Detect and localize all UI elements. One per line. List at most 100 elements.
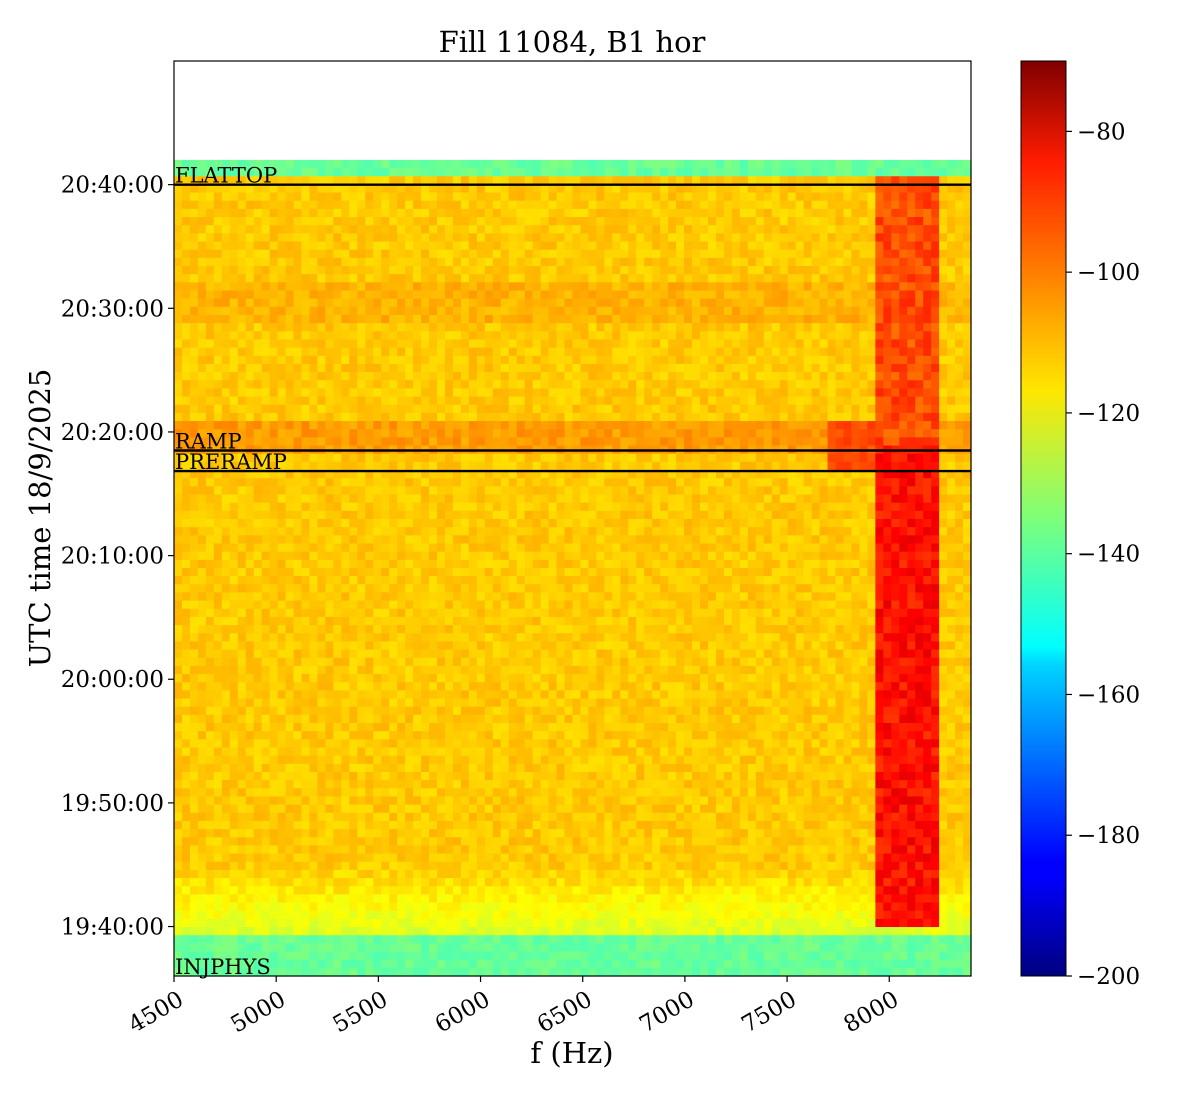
heatmap-cell [715, 527, 725, 536]
heatmap-cell [205, 461, 215, 471]
heatmap-cell [508, 551, 518, 561]
heatmap-cell [405, 372, 414, 381]
heatmap-cell [596, 502, 605, 512]
heatmap-cell [763, 290, 773, 300]
heatmap-cell [413, 535, 422, 545]
heatmap-cell [556, 437, 566, 447]
heatmap-cell [421, 347, 430, 357]
heatmap-cell [421, 249, 430, 259]
heatmap-cell [580, 470, 590, 479]
heatmap-cell [309, 233, 319, 243]
heatmap-cell [963, 502, 972, 512]
heatmap-cell [540, 527, 550, 536]
heatmap-cell [636, 339, 645, 349]
heatmap-cell [174, 339, 183, 349]
heatmap-cell [197, 257, 207, 267]
heatmap-cell [540, 306, 550, 316]
heatmap-cell [189, 290, 199, 300]
heatmap-cell [333, 502, 342, 512]
heatmap-cell [452, 404, 462, 414]
heatmap-cell [747, 412, 757, 422]
heatmap-cell [851, 396, 861, 406]
heatmap-cell [524, 347, 534, 357]
heatmap-cell [229, 453, 239, 463]
heatmap-cell [317, 339, 327, 349]
heatmap-cell [421, 176, 430, 185]
heatmap-cell [580, 298, 590, 308]
heatmap-cell [253, 168, 263, 177]
heatmap-cell [851, 404, 861, 414]
heatmap-cell [205, 168, 215, 177]
heatmap-cell [365, 217, 374, 226]
heatmap-cell [229, 159, 239, 169]
heatmap-cell [684, 372, 693, 381]
heatmap-cell [931, 355, 940, 365]
heatmap-cell [700, 306, 709, 316]
heatmap-cell [859, 380, 868, 390]
heatmap-cell [835, 510, 845, 520]
heatmap-cell [468, 363, 478, 373]
heatmap-cell [875, 518, 884, 528]
heatmap-cell [572, 347, 582, 357]
heatmap-cell [803, 551, 813, 561]
heatmap-cell [947, 388, 956, 398]
heatmap-cell [301, 200, 311, 210]
heatmap-cell [524, 559, 534, 569]
heatmap-cell [771, 233, 781, 243]
heatmap-cell [229, 249, 239, 259]
heatmap-cell [381, 274, 390, 283]
heatmap-cell [317, 421, 327, 430]
heatmap-cell [684, 502, 693, 512]
heatmap-cell [452, 282, 462, 292]
heatmap-cell [851, 249, 861, 259]
heatmap-cell [851, 355, 861, 365]
heatmap-cell [221, 347, 231, 357]
heatmap-cell [205, 388, 215, 398]
heatmap-cell [540, 192, 550, 202]
heatmap-cell [429, 241, 438, 251]
heatmap-cell [516, 543, 526, 553]
heatmap-cell [277, 217, 287, 226]
heatmap-cell [875, 404, 884, 414]
heatmap-cell [731, 257, 741, 267]
heatmap-cell [197, 412, 207, 422]
heatmap-cell [915, 184, 924, 194]
heatmap-cell [771, 363, 781, 373]
heatmap-cell [421, 527, 430, 536]
heatmap-cell [739, 184, 749, 194]
heatmap-cell [237, 306, 247, 316]
heatmap-cell [261, 274, 271, 283]
heatmap-cell [915, 200, 924, 210]
heatmap-cell [835, 355, 845, 365]
heatmap-cell [237, 494, 247, 504]
heatmap-cell [947, 437, 956, 447]
heatmap-cell [484, 282, 494, 292]
heatmap-cell [835, 241, 845, 251]
heatmap-cell [277, 274, 287, 283]
heatmap-cell [516, 535, 526, 545]
heatmap-cell [915, 339, 924, 349]
heatmap-cell [500, 355, 510, 365]
heatmap-cell [676, 470, 685, 479]
heatmap-cell [931, 461, 940, 471]
heatmap-cell [357, 168, 366, 177]
heatmap-cell [819, 233, 829, 243]
heatmap-cell [955, 217, 964, 226]
heatmap-cell [580, 551, 590, 561]
heatmap-cell [556, 380, 566, 390]
heatmap-cell [237, 437, 247, 447]
heatmap-cell [524, 486, 534, 496]
heatmap-cell [365, 306, 374, 316]
heatmap-cell [891, 494, 900, 504]
heatmap-cell [628, 396, 637, 406]
heatmap-cell [875, 502, 884, 512]
heatmap-cell [604, 323, 613, 332]
heatmap-cell [221, 494, 231, 504]
heatmap-cell [516, 184, 526, 194]
heatmap-cell [803, 453, 813, 463]
heatmap-cell [476, 347, 486, 357]
heatmap-cell [684, 518, 693, 528]
heatmap-cell [261, 249, 271, 259]
heatmap-cell [301, 290, 311, 300]
heatmap-cell [803, 478, 813, 487]
